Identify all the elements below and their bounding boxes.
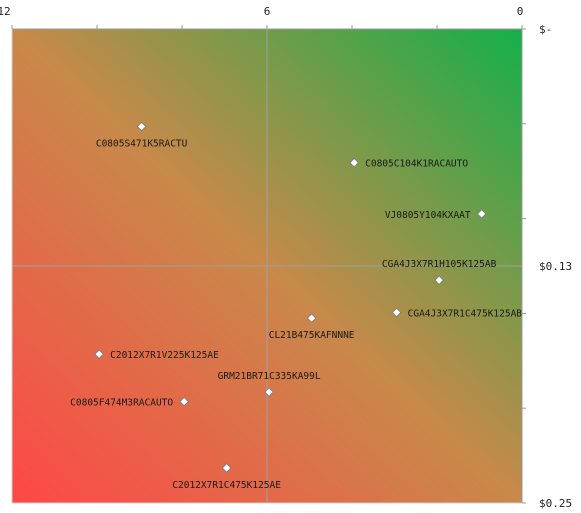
data-point-marker — [264, 387, 274, 397]
data-point-label: C2012X7R1V225K125AE — [110, 350, 219, 361]
data-point-label: C0805F474M3RACAUTO — [70, 398, 173, 409]
data-points: C0805S471K5RACTU C0805C104K1RACAUTO VJ0805… — [70, 121, 523, 491]
data-point-marker — [434, 275, 444, 285]
x-tick-label: 12 — [0, 5, 11, 18]
data-point-marker — [136, 121, 147, 132]
data-point-label: CL21B475KAFNNNE — [269, 330, 355, 341]
data-point-label: C0805S471K5RACTU — [96, 139, 188, 150]
data-point-marker — [306, 313, 317, 323]
y-tick-label: $- — [539, 23, 552, 36]
data-point-marker — [391, 307, 402, 318]
data-point-marker — [179, 396, 189, 407]
data-point-marker — [349, 157, 359, 168]
data-point-marker — [221, 463, 232, 473]
grid-lines — [12, 29, 522, 503]
y-tick-label: $0.25 — [539, 497, 572, 510]
y-tick-label: $0.13 — [539, 260, 572, 273]
data-point-label: CGA4J3X7R1H105K125AB — [382, 259, 497, 270]
data-point-label: VJ0805Y104KXAAT — [385, 210, 471, 221]
data-point-marker — [94, 349, 104, 359]
data-point-marker — [476, 209, 487, 219]
data-point-label: CGA4J3X7R1C475K125AB — [408, 308, 523, 319]
data-point-label: C2012X7R1C475K125AE — [172, 480, 281, 491]
x-tick-label: 0 — [517, 5, 524, 18]
x-tick-label: 6 — [264, 5, 271, 18]
data-point-label: C0805C104K1RACAUTO — [365, 159, 468, 170]
axes: 12 6 0 $- $0.13 $0.25 — [0, 5, 572, 510]
data-point-label: GRM21BR71C335KA99L — [218, 371, 321, 382]
